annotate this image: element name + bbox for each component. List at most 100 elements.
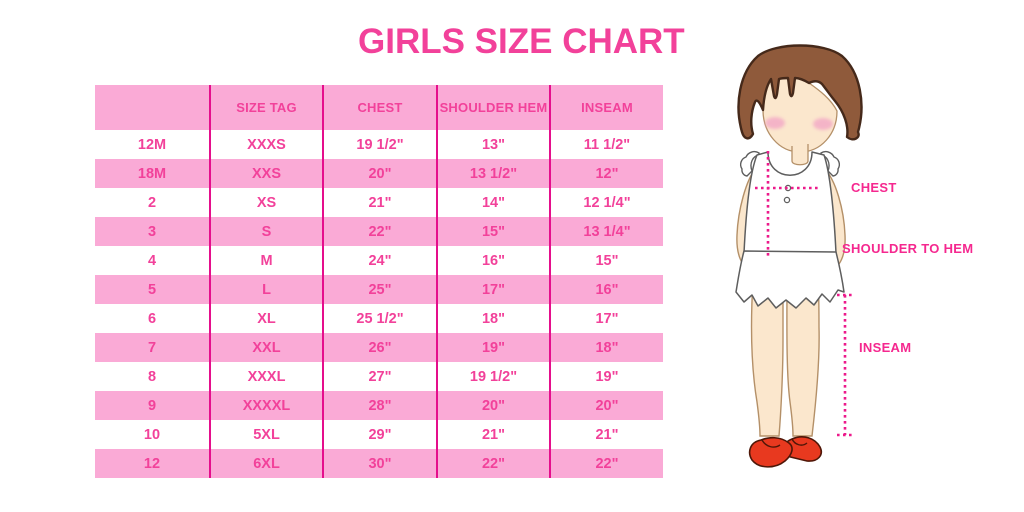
measurement-cell: 14"	[436, 188, 550, 217]
measurement-cell: 20"	[322, 159, 437, 188]
measurement-cell: 22"	[322, 217, 437, 246]
measurement-cell: 27"	[322, 362, 437, 391]
measurement-cell: 29"	[322, 420, 437, 449]
measurement-cell: XXXL	[209, 362, 323, 391]
size-cell: 3	[147, 223, 157, 240]
right-ruffle	[820, 150, 841, 177]
head	[737, 44, 863, 153]
column-header: SIZE TAG	[209, 85, 323, 130]
shoulder-hem-label: SHOULDER TO HEM	[842, 241, 974, 256]
measurement-cell: 19 1/2"	[436, 362, 550, 391]
measurement-cell: 19 1/2"	[322, 130, 437, 159]
measurement-cell: 15"	[436, 217, 550, 246]
measurement-cell: 24"	[322, 246, 437, 275]
page-title: GIRLS SIZE CHART	[358, 22, 685, 61]
measurement-cell: 19"	[549, 362, 663, 391]
measurement-cell: 17"	[549, 304, 663, 333]
table-row: 18M XXS 20" 13 1/2" 12"	[95, 159, 663, 188]
measurement-cell: 5XL	[209, 420, 323, 449]
table-row: 7 XXL 26" 19" 18"	[95, 333, 663, 362]
measurement-cell: 19"	[436, 333, 550, 362]
size-cell: 7	[147, 339, 157, 356]
inseam-label: INSEAM	[859, 340, 912, 355]
column-header: CHEST	[322, 85, 437, 130]
measurement-cell: 20"	[436, 391, 550, 420]
measurement-cell: 13 1/4"	[549, 217, 663, 246]
measurement-cell: 15"	[549, 246, 663, 275]
table-row: 3 S 22" 15" 13 1/4"	[95, 217, 663, 246]
measurement-cell: XS	[209, 188, 323, 217]
measurement-cell: 13"	[436, 130, 550, 159]
measure-lines	[755, 151, 853, 437]
measurement-cell: 22"	[549, 449, 663, 478]
measurement-cell: 22"	[436, 449, 550, 478]
measurement-cell: S	[209, 217, 323, 246]
legs	[750, 279, 820, 437]
measurement-cell: XXXXL	[209, 391, 323, 420]
neck	[791, 144, 809, 166]
measurement-cell: 6XL	[209, 449, 323, 478]
measurement-cell: XXXS	[209, 130, 323, 159]
table-row: 10 5XL 29" 21" 21"	[95, 420, 663, 449]
table-row: 4 M 24" 16" 15"	[95, 246, 663, 275]
measurement-cell: 28"	[322, 391, 437, 420]
left-shoe	[748, 436, 793, 468]
button	[783, 196, 791, 204]
measurement-cell: 21"	[322, 188, 437, 217]
header-row: SIZE TAG CHEST SHOULDER HEM INSEAM	[95, 85, 663, 130]
measurement-cell: 18"	[549, 333, 663, 362]
measurement-cell: XXL	[209, 333, 323, 362]
size-cell: 5	[147, 281, 157, 298]
measurement-cell: L	[209, 275, 323, 304]
left-cheek	[765, 117, 785, 129]
measurement-cell: 20"	[549, 391, 663, 420]
chest-label: CHEST	[851, 180, 897, 195]
size-cell: 10	[143, 426, 161, 443]
table-row: 2 XS 21" 14" 12 1/4"	[95, 188, 663, 217]
shoes	[748, 436, 823, 468]
table-row: 12 6XL 30" 22" 22"	[95, 449, 663, 478]
right-cheek	[813, 118, 833, 130]
measurement-cell: 25 1/2"	[322, 304, 437, 333]
table-row: 5 L 25" 17" 16"	[95, 275, 663, 304]
measurement-cell: 17"	[436, 275, 550, 304]
measurement-cell: 30"	[322, 449, 437, 478]
measurement-cell: XL	[209, 304, 323, 333]
size-cell: 2	[147, 194, 157, 211]
girl-illustration	[735, 44, 863, 468]
measurement-cell: 12 1/4"	[549, 188, 663, 217]
size-table-header: SIZE TAG CHEST SHOULDER HEM INSEAM	[95, 85, 663, 130]
measurement-cell: 25"	[322, 275, 437, 304]
measurement-cell: 16"	[436, 246, 550, 275]
size-cell: 6	[147, 310, 157, 327]
top	[739, 150, 841, 254]
measurement-cell: 12"	[549, 159, 663, 188]
column-header: INSEAM	[549, 85, 663, 130]
measurement-cell: 21"	[549, 420, 663, 449]
table-row: 8 XXXL 27" 19 1/2" 19"	[95, 362, 663, 391]
size-table: SIZE TAG CHEST SHOULDER HEM INSEAM 12M XXXS 1…	[95, 85, 663, 478]
measurement-cell: XXS	[209, 159, 323, 188]
left-ruffle	[739, 150, 760, 177]
size-cell: 18M	[137, 165, 167, 182]
measurement-cell: 18"	[436, 304, 550, 333]
table-row: 6 XL 25 1/2" 18" 17"	[95, 304, 663, 333]
measurement-cell: 11 1/2"	[549, 130, 663, 159]
skirt	[735, 250, 845, 309]
size-cell: 9	[147, 397, 157, 414]
size-cell: 12	[143, 455, 161, 472]
column-header	[95, 85, 210, 130]
measurement-cell: 13 1/2"	[436, 159, 550, 188]
hair	[737, 44, 863, 141]
column-header: SHOULDER HEM	[436, 85, 550, 130]
size-table-body: 12M XXXS 19 1/2" 13" 11 1/2" 18M XXS 20" 13 1/2"…	[95, 130, 663, 478]
measurement-cell: 21"	[436, 420, 550, 449]
measurement-cell: 26"	[322, 333, 437, 362]
table-row: 12M XXXS 19 1/2" 13" 11 1/2"	[95, 130, 663, 159]
size-cell: 8	[147, 368, 157, 385]
bodice	[743, 151, 837, 254]
size-cell: 4	[147, 252, 157, 269]
size-cell: 12M	[137, 136, 167, 153]
table-row: 9 XXXXL 28" 20" 20"	[95, 391, 663, 420]
